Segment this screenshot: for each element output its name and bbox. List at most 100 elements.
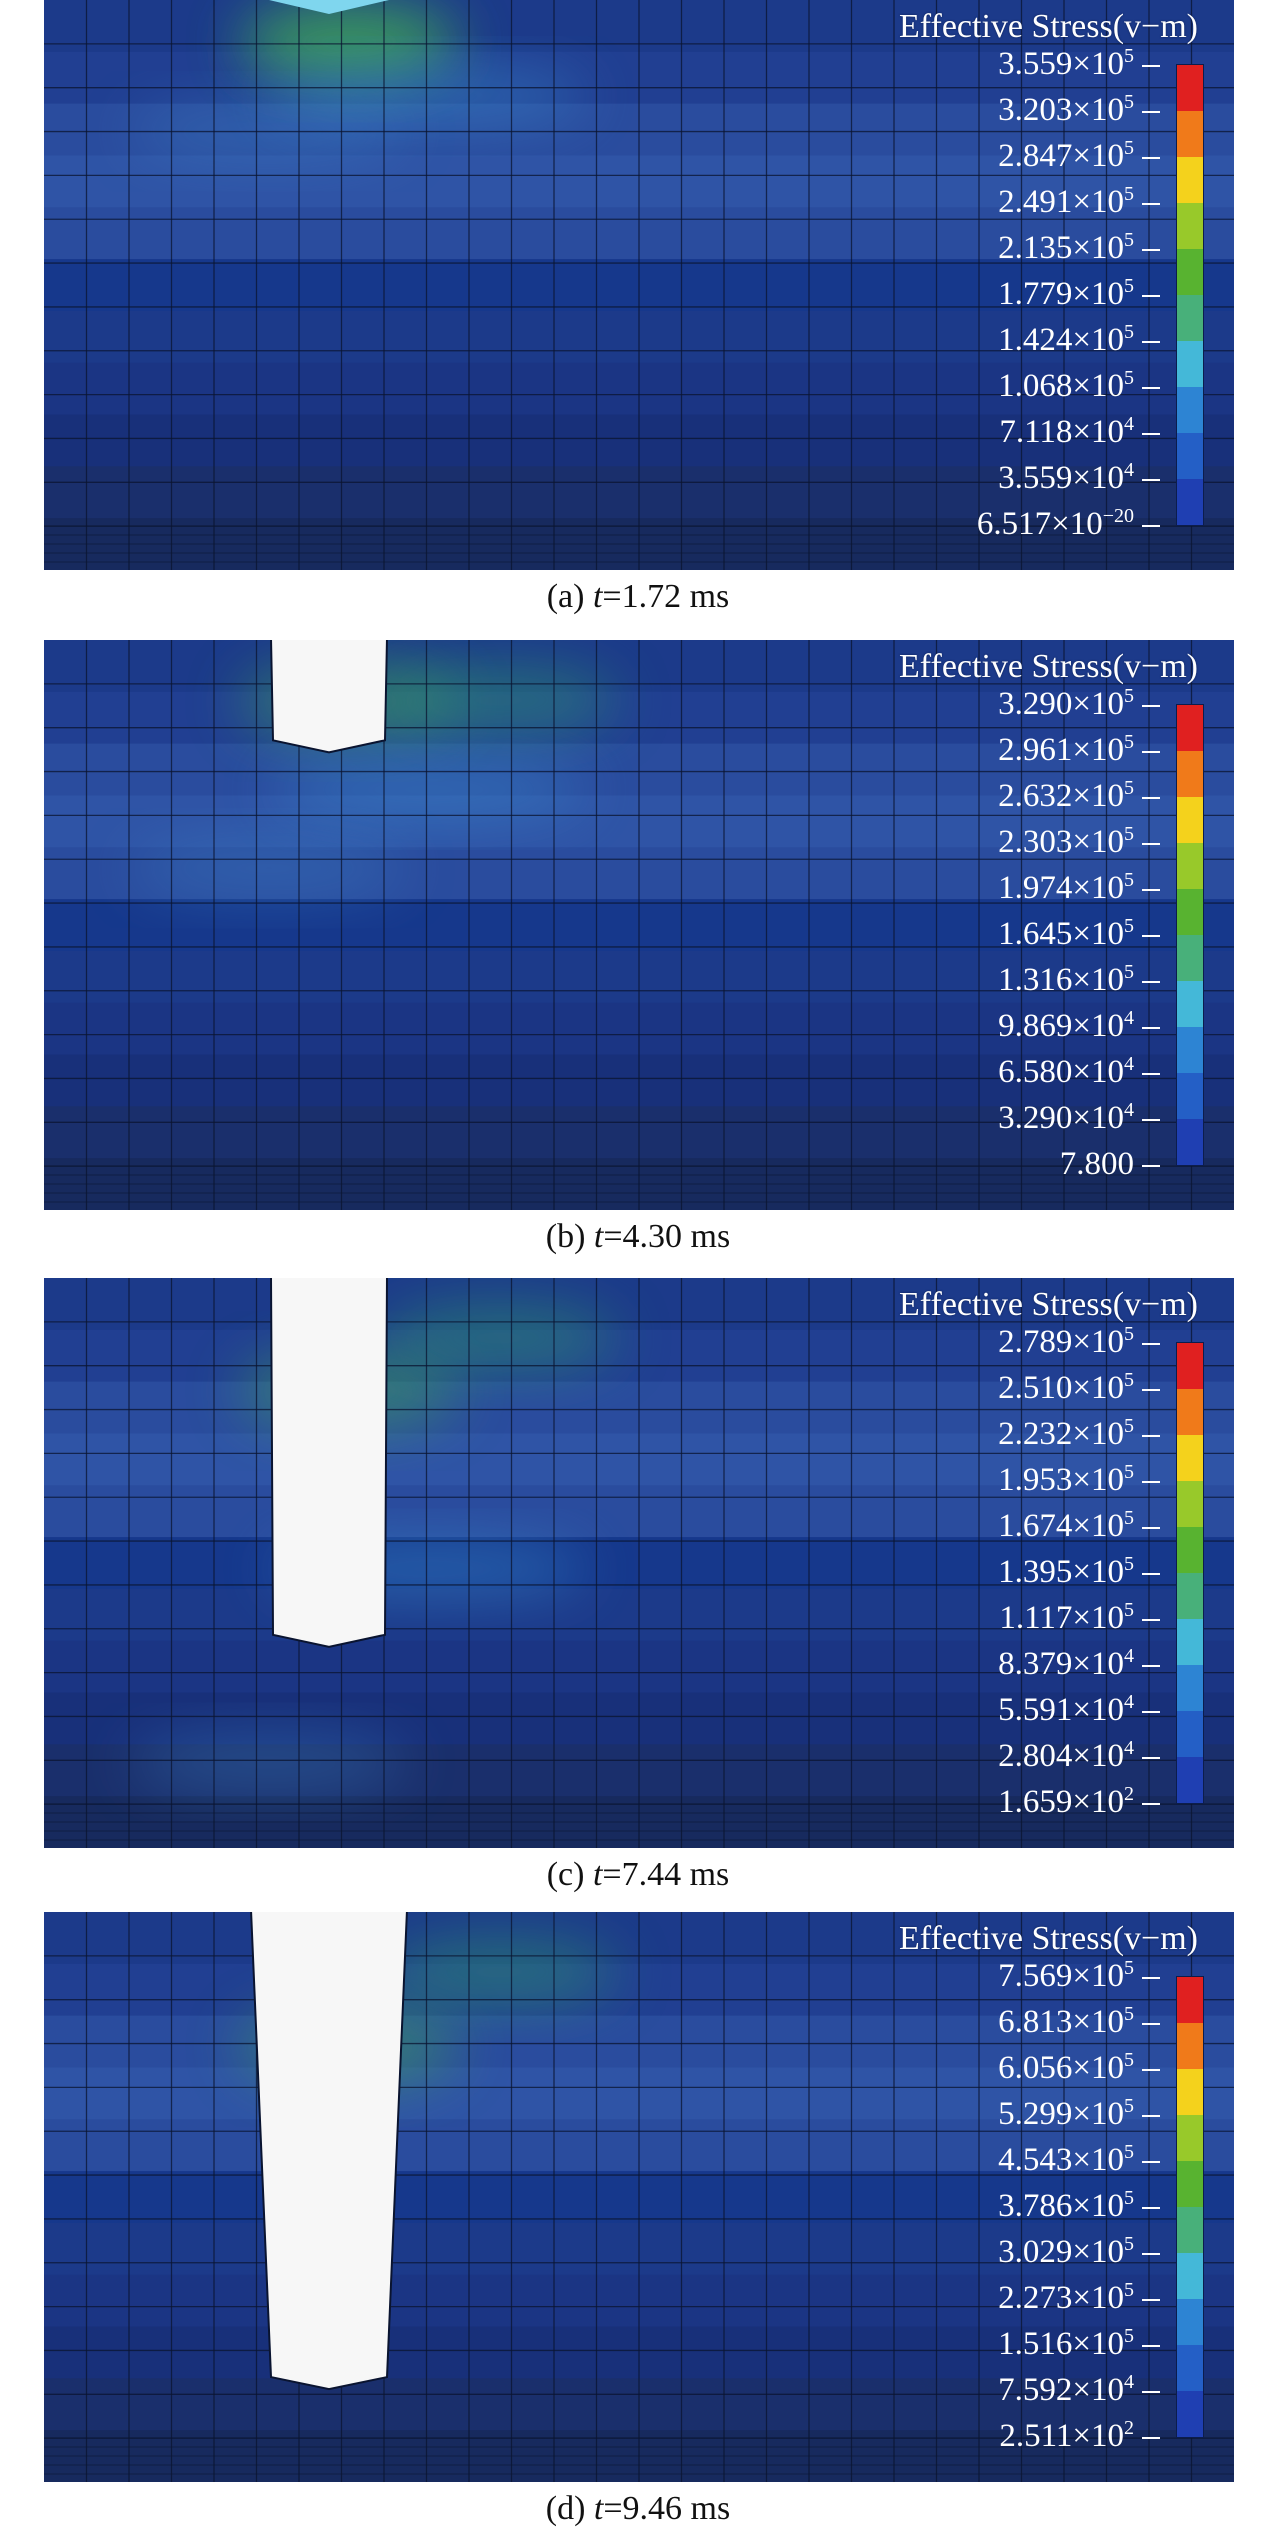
mesh-plot (44, 1912, 1234, 2482)
colorbar-segment (1177, 1665, 1203, 1711)
penetration-crater (270, 1278, 388, 1648)
colorbar-tick-label: 2.789×105 (998, 1324, 1160, 1359)
colorbar-segment (1177, 1435, 1203, 1481)
panel-caption: (a) t=1.72 ms (546, 578, 730, 615)
panel-caption: (d) t=9.46 ms (545, 2490, 731, 2527)
colorbar-segment (1177, 2207, 1203, 2253)
stress-panel: Effective Stress(v−m) 3.290×105 2.961×105 2… (44, 640, 1234, 1210)
colorbar-tick-label: 5.591×104 (998, 1692, 1160, 1727)
colorbar-tick-label: 9.869×104 (998, 1008, 1160, 1043)
colorbar-tick-label: 1.659×102 (998, 1784, 1160, 1819)
colorbar (1176, 64, 1204, 526)
colorbar-segment (1177, 1757, 1203, 1803)
colorbar-tick-label: 8.379×104 (998, 1646, 1160, 1681)
colorbar-tick-label: 6.056×105 (998, 2050, 1160, 2085)
colorbar-segment (1177, 111, 1203, 157)
colorbar-tick-label: 3.203×105 (998, 92, 1160, 127)
colorbar-segment (1177, 341, 1203, 387)
colorbar-tick-label: 1.395×105 (998, 1554, 1160, 1589)
colorbar-segment (1177, 1527, 1203, 1573)
colorbar-segment (1177, 1711, 1203, 1757)
colorbar-segment (1177, 843, 1203, 889)
stress-legend: Effective Stress(v−m) 7.569×105 6.813×105 6… (824, 1918, 1204, 2458)
colorbar-segment (1177, 479, 1203, 525)
colorbar-segment (1177, 1481, 1203, 1527)
colorbar-segment (1177, 433, 1203, 479)
colorbar-segment (1177, 2115, 1203, 2161)
colorbar-tick-label: 2.232×105 (998, 1416, 1160, 1451)
stress-panel: Effective Stress(v−m) 7.569×105 6.813×105 6… (44, 1912, 1234, 2482)
colorbar-segment (1177, 1389, 1203, 1435)
legend-title: Effective Stress(v−m) (899, 8, 1198, 45)
colorbar-tick-label: 1.953×105 (998, 1462, 1160, 1497)
colorbar-tick-label: 6.580×104 (998, 1054, 1160, 1089)
penetration-crater (269, 0, 389, 14)
colorbar-segment (1177, 2253, 1203, 2299)
colorbar-tick-label: 1.974×105 (998, 870, 1160, 905)
stress-legend: Effective Stress(v−m) 3.559×105 3.203×105 2… (824, 6, 1204, 546)
colorbar-segment (1177, 203, 1203, 249)
colorbar-segment (1177, 1119, 1203, 1165)
colorbar-tick-label: 3.786×105 (998, 2188, 1160, 2223)
colorbar-tick-label: 3.559×105 (998, 46, 1160, 81)
colorbar-segment (1177, 2391, 1203, 2437)
colorbar (1176, 1976, 1204, 2438)
colorbar-segment (1177, 2023, 1203, 2069)
colorbar-segment (1177, 387, 1203, 433)
stress-hotspot (129, 838, 409, 899)
colorbar-tick-label: 2.847×105 (998, 138, 1160, 173)
stress-panel: Effective Stress(v−m) 3.559×105 3.203×105 2… (44, 0, 1234, 570)
colorbar (1176, 704, 1204, 1166)
colorbar-segment (1177, 981, 1203, 1027)
penetration-crater (250, 1912, 408, 2391)
colorbar-tick-label: 1.424×105 (998, 322, 1160, 357)
stress-legend: Effective Stress(v−m) 3.290×105 2.961×105 2… (824, 646, 1204, 1186)
colorbar-tick-label: 7.592×104 (998, 2372, 1160, 2407)
legend-title: Effective Stress(v−m) (899, 648, 1198, 685)
colorbar-tick-label: 1.645×105 (998, 916, 1160, 951)
colorbar-tick-label: 3.029×105 (998, 2234, 1160, 2269)
colorbar-tick-label: 1.316×105 (998, 962, 1160, 997)
colorbar-segment (1177, 2345, 1203, 2391)
colorbar-tick-label: 5.299×105 (998, 2096, 1160, 2131)
colorbar-segment (1177, 1073, 1203, 1119)
stress-hotspot (379, 665, 619, 735)
colorbar-segment (1177, 65, 1203, 111)
colorbar-tick-label: 2.491×105 (998, 184, 1160, 219)
stress-legend: Effective Stress(v−m) 2.789×105 2.510×105 2… (824, 1284, 1204, 1824)
colorbar-tick-label: 1.779×105 (998, 276, 1160, 311)
legend-title: Effective Stress(v−m) (899, 1286, 1198, 1323)
mesh-plot (44, 640, 1234, 1210)
colorbar-segment (1177, 157, 1203, 203)
colorbar-segment (1177, 1027, 1203, 1073)
colorbar-tick-label: 3.290×105 (998, 686, 1160, 721)
penetration-crater (270, 640, 388, 754)
stress-hotspot (379, 1937, 619, 2007)
colorbar-tick-label: 3.290×104 (998, 1100, 1160, 1135)
stress-hotspot (269, 759, 589, 820)
colorbar-segment (1177, 1619, 1203, 1665)
colorbar-tick-label: 1.117×105 (999, 1600, 1160, 1635)
colorbar (1176, 1342, 1204, 1804)
colorbar-tick-label: 2.273×105 (998, 2280, 1160, 2315)
colorbar-segment (1177, 797, 1203, 843)
colorbar-segment (1177, 2069, 1203, 2115)
colorbar-segment (1177, 889, 1203, 935)
colorbar-segment (1177, 249, 1203, 295)
colorbar-tick-label: 7.118×104 (999, 414, 1160, 449)
colorbar-tick-label: 6.517×10−20 (977, 506, 1160, 541)
legend-title: Effective Stress(v−m) (899, 1920, 1198, 1957)
colorbar-tick-label: 3.559×104 (998, 460, 1160, 495)
colorbar-segment (1177, 935, 1203, 981)
colorbar-tick-label: 2.511×102 (999, 2418, 1160, 2453)
mesh-plot (44, 1278, 1234, 1848)
colorbar-segment (1177, 1977, 1203, 2023)
stress-hotspot (129, 1732, 409, 1793)
colorbar-segment (1177, 1343, 1203, 1389)
colorbar-tick-label: 6.813×105 (998, 2004, 1160, 2039)
colorbar-tick-label: 2.961×105 (998, 732, 1160, 767)
colorbar-tick-label: 2.804×104 (998, 1738, 1160, 1773)
colorbar-segment (1177, 705, 1203, 751)
colorbar-segment (1177, 751, 1203, 797)
colorbar-tick-label: 7.569×105 (998, 1958, 1160, 1993)
